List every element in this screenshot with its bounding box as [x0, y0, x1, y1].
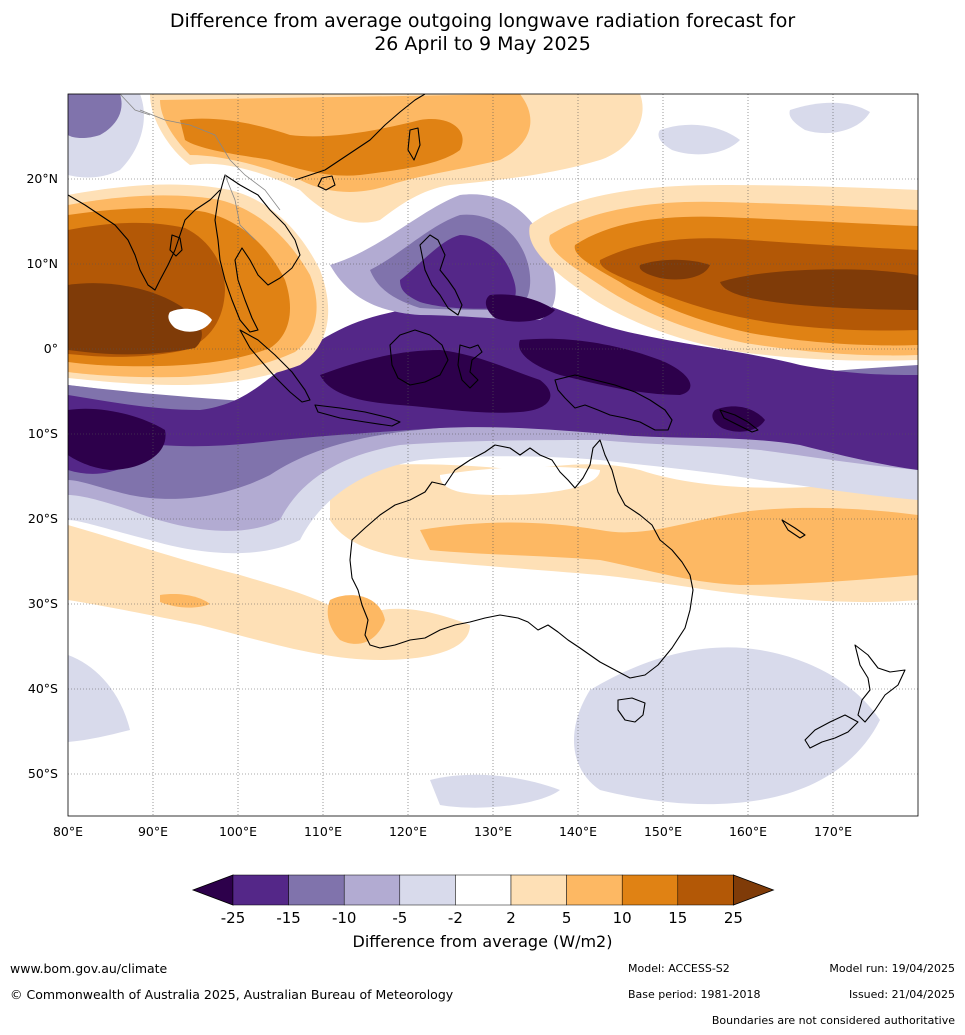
sulawesi-coastline: [457, 344, 483, 389]
lon-label: 150°E: [644, 824, 682, 839]
lon-label: 80°E: [53, 824, 83, 839]
colorbar-segment: [566, 874, 623, 906]
footer-issued: Issued: 21/04/2025: [848, 988, 955, 1001]
colorbar-tick-label: 25: [724, 909, 743, 927]
footer-disclaimer: Boundaries are not considered authoritat…: [711, 1014, 955, 1027]
field-southern-ocean-light-2: [573, 647, 880, 805]
tasmania-coastline: [617, 697, 646, 723]
lon-label: 110°E: [304, 824, 342, 839]
title-line-1: Difference from average outgoing longwav…: [169, 10, 796, 32]
lon-label: 100°E: [219, 824, 257, 839]
colorbar-tick-label: 10: [613, 909, 632, 927]
hainan-coastline: [317, 175, 336, 191]
lon-label: 120°E: [389, 824, 427, 839]
footer-base-period: Base period: 1981-2018: [628, 988, 761, 1001]
colorbar-segment: [677, 874, 734, 906]
lon-label: 160°E: [729, 824, 767, 839]
colorbar-segment: [399, 874, 456, 906]
australia-coastline: [349, 439, 694, 679]
new-guinea-coastline: [554, 374, 673, 431]
colorbar-extend-low: [191, 874, 234, 906]
indochina-coastline: [214, 174, 301, 333]
field-nw-pacific-darkest-2: [720, 269, 918, 310]
colorbar-segment: [343, 874, 401, 906]
field-philippines-convection-deep: [400, 235, 516, 309]
lat-label: 40°S: [28, 681, 58, 696]
colorbar-title: Difference from average (W/m2): [352, 932, 613, 951]
taiwan-coastline: [407, 127, 421, 161]
field-north-purple: [68, 94, 122, 139]
solomon-coastline: [719, 409, 759, 433]
colorbar-segment: [510, 874, 567, 906]
sri-lanka-coastline: [169, 234, 183, 257]
lat-label: 50°S: [28, 766, 58, 781]
new-caledonia-coastline: [781, 519, 806, 539]
graticule: [68, 94, 918, 816]
map-frame: [67, 93, 919, 817]
coastlines: [68, 94, 906, 749]
colorbar-tick-label: -15: [276, 909, 301, 927]
lat-label: 10°S: [28, 426, 58, 441]
field-core-north: [485, 294, 555, 322]
colorbar-extend-high: [733, 874, 775, 906]
lon-label: 140°E: [559, 824, 597, 839]
colorbar-segment: [455, 874, 512, 906]
field-china-dark-orange: [180, 118, 463, 176]
lat-label: 10°N: [26, 256, 58, 271]
field-nw-pacific-darkest: [639, 259, 710, 280]
footer-model: Model: ACCESS-S2: [628, 962, 730, 975]
colorbar-tick-label: -25: [221, 909, 246, 927]
field-southern-ocean-light-3: [430, 774, 560, 808]
colorbar-segment: [232, 874, 289, 906]
sumatra-coastline: [239, 329, 311, 403]
borders: [119, 94, 281, 241]
field-north-pacific-light-2: [658, 124, 740, 155]
new-zealand-north-coastline: [854, 644, 906, 723]
field-bay-of-bengal-darkest: [68, 283, 202, 355]
colorbar-segment: [621, 874, 679, 906]
field-core-indian-ocean: [68, 408, 166, 470]
lat-label: 20°N: [26, 171, 58, 186]
java-coastline: [314, 404, 401, 427]
colorbar-tick-label: -10: [332, 909, 357, 927]
field-core-png: [519, 338, 691, 395]
lat-label: 30°S: [28, 596, 58, 611]
colorbar: -25 -15 -10 -5 -2 2 5 10 15 25: [191, 874, 775, 927]
field-australia-white-center: [440, 466, 600, 495]
colorbar-segment: [288, 874, 345, 906]
new-zealand-south-coastline: [804, 714, 859, 749]
lon-label: 90°E: [138, 824, 168, 839]
lon-label: 130°E: [474, 824, 512, 839]
lat-label: 0°: [44, 341, 58, 356]
footer-copyright: © Commonwealth of Australia 2025, Austra…: [10, 987, 454, 1002]
footer-website[interactable]: www.bom.gov.au/climate: [10, 961, 168, 976]
lat-labels: 20°N 10°N 0° 10°S 20°S 30°S 40°S 50°S: [26, 171, 58, 781]
lon-label: 170°E: [814, 824, 852, 839]
colorbar-tick-label: 5: [562, 909, 572, 927]
china-coastline: [294, 94, 426, 181]
borneo-coastline: [389, 329, 449, 386]
south-asia-coastline: [68, 189, 221, 291]
footer-model-run: Model run: 19/04/2025: [829, 962, 955, 975]
field-north-pacific-light: [789, 102, 870, 134]
colorbar-tick-label: 15: [668, 909, 687, 927]
lat-label: 20°S: [28, 511, 58, 526]
colorbar-tick-label: -2: [448, 909, 463, 927]
colorbar-tick-label: -5: [392, 909, 407, 927]
lon-labels: 80°E 90°E 100°E 110°E 120°E 130°E 140°E …: [53, 824, 852, 839]
map-field: [68, 94, 918, 816]
philippines-coastline: [419, 234, 463, 316]
field-southern-ocean-light: [68, 655, 130, 742]
field-white-hole-malaysia: [168, 308, 212, 332]
field-south-orange-patch: [327, 595, 385, 644]
title-line-2: 26 April to 9 May 2025: [374, 33, 591, 55]
colorbar-tick-label: 2: [506, 909, 516, 927]
